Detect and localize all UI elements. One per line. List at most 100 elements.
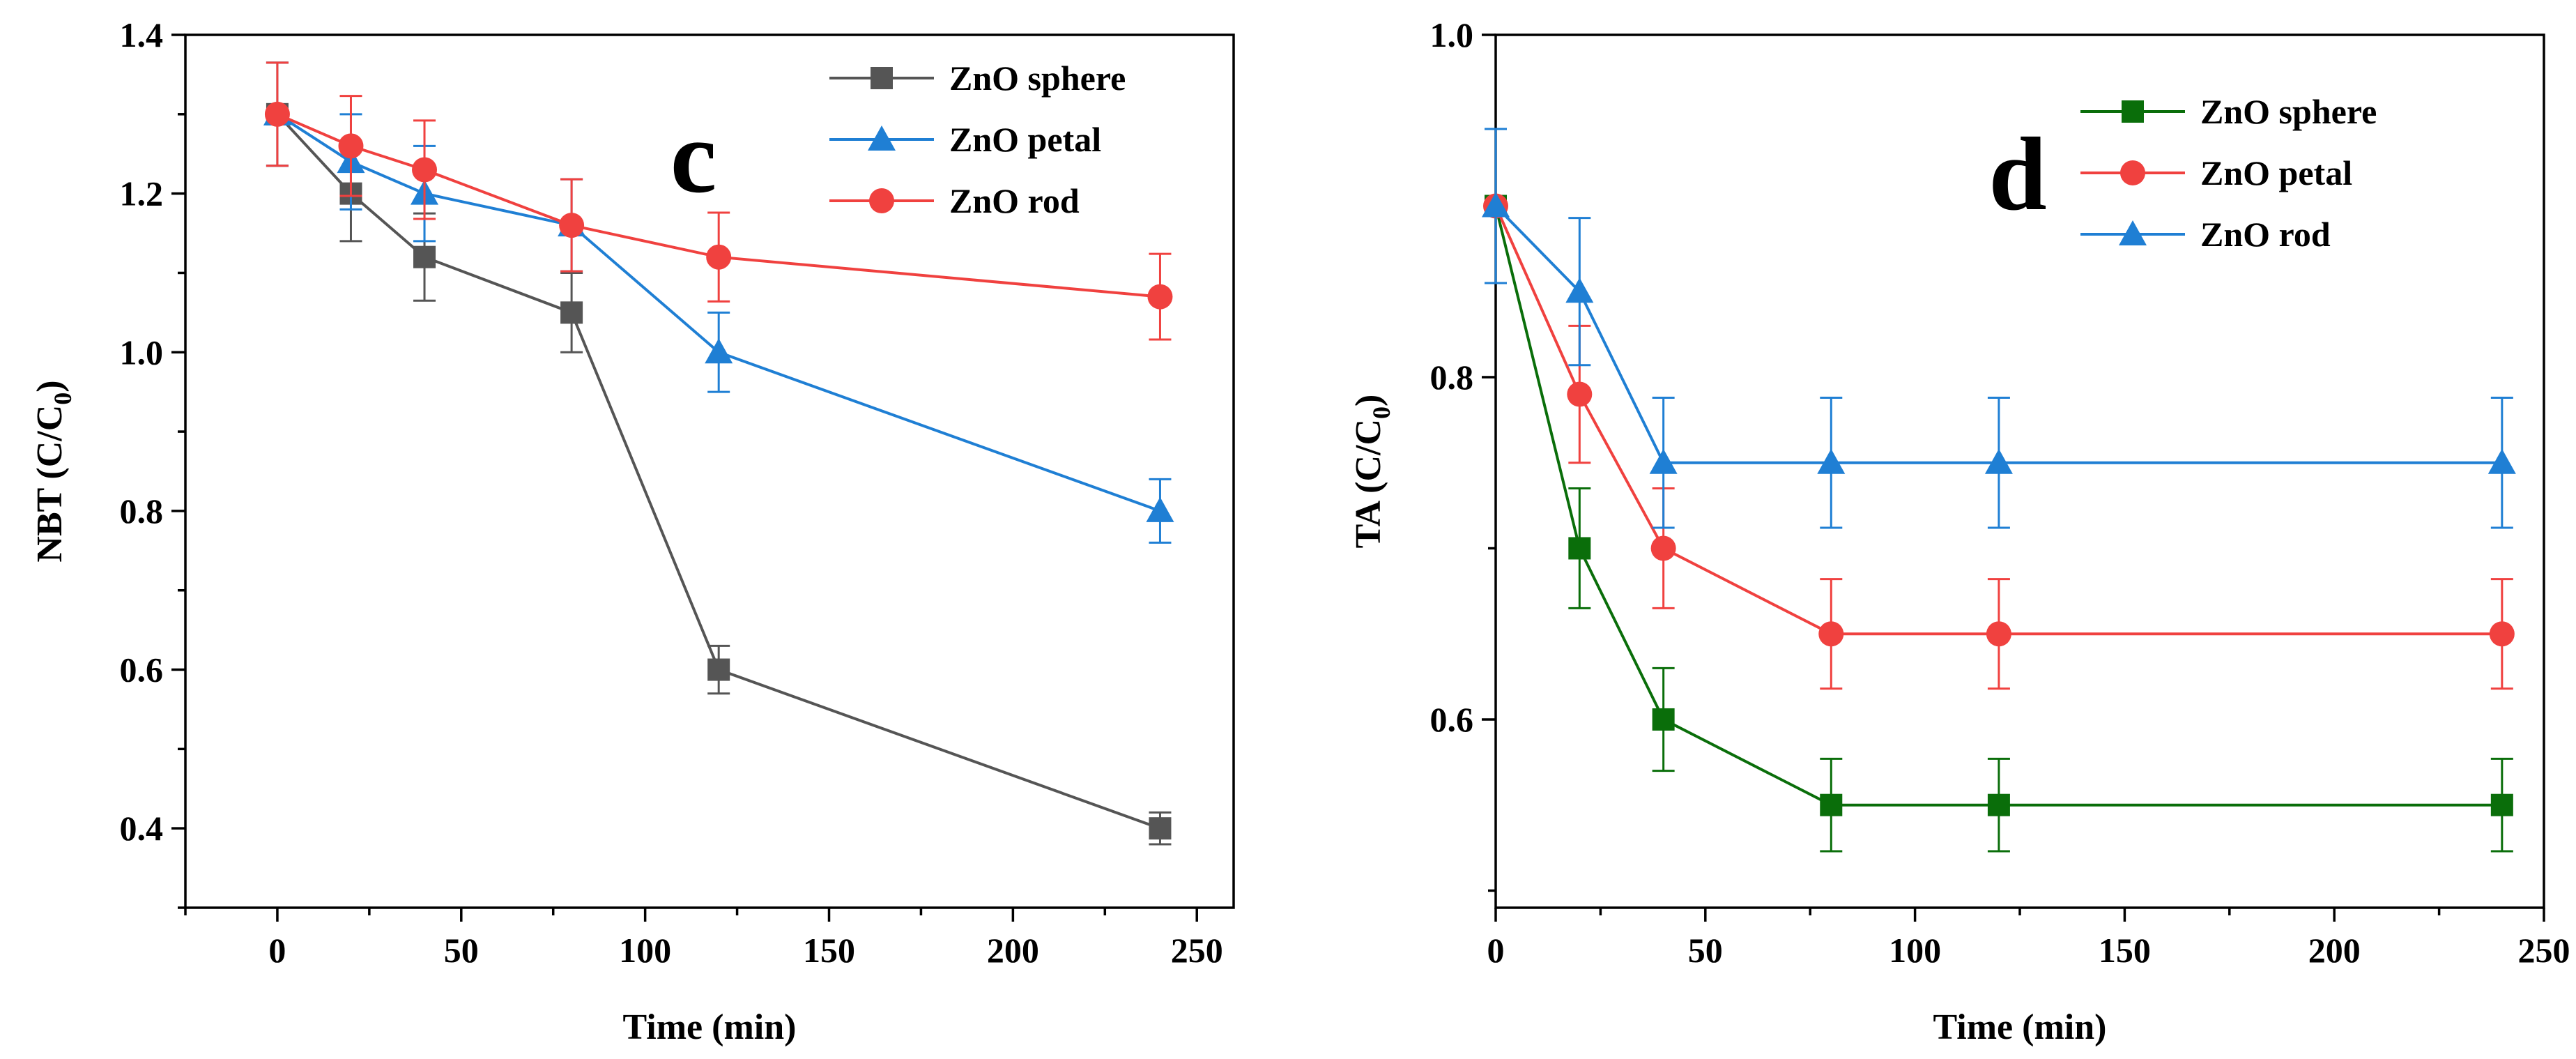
data-point [264,101,290,127]
x-tick-label: 50 [444,931,479,970]
y-tick-label: 1.2 [120,174,164,213]
series-line [276,113,1161,830]
data-point [560,301,583,324]
x-tick-label: 250 [1171,931,1223,970]
y-axis-title-end: ) [30,380,70,392]
y-axis-title-main: NBT (C/C [30,405,70,563]
data-point [1649,448,1678,474]
data-point [705,338,733,364]
chart-panel-c: 0 50 100 150 200 250 0.4 0.6 0.8 1.0 1.2 1.4 c Tim… [30,15,1235,1047]
data-point [1652,708,1675,731]
data-point [2489,621,2515,647]
legend-item: ZnO rod [2080,215,2331,254]
series-zno-sphere [266,61,1172,846]
legend-marker [868,125,896,151]
panel-letter: d [1988,116,2046,232]
x-axis-title: Time (min) [1933,1007,2107,1047]
series-line [1494,205,2502,636]
legend-item: ZnO petal [829,120,1101,159]
y-axis-title-sub: 0 [49,393,77,405]
series-line [277,112,1160,298]
data-point [2490,793,2513,816]
series-layer [263,61,1174,846]
y-tick-label: 0.8 [1430,358,1474,397]
x-tick-label: 100 [1889,931,1941,970]
legend-label: ZnO rod [949,181,1080,220]
legend-item: ZnO rod [829,181,1080,220]
data-point [1149,817,1172,840]
y-tick-labels: 0.6 0.8 1.0 [1430,15,1474,739]
y-tick-labels: 0.4 0.6 0.8 1.0 1.2 1.4 [120,15,164,848]
x-tick-label: 100 [619,931,671,970]
x-tick-label: 150 [2099,931,2151,970]
data-point [1986,621,2011,647]
data-point [706,244,732,270]
x-tick-labels: 0 50 100 150 200 250 [268,931,1222,970]
y-tick-label: 0.6 [1430,700,1474,739]
y-axis-title-main: TA (C/C [1349,419,1388,548]
data-point [1147,284,1173,310]
series-line [1494,206,2502,807]
data-point [1818,621,1844,647]
y-axis-title-sub: 0 [1367,406,1395,419]
data-point [413,245,436,268]
legend-marker [869,188,894,213]
legend-marker [2120,160,2145,185]
y-tick-label: 0.6 [120,650,164,690]
y-axis-title: TA (C/C0) [1349,395,1395,549]
legend-marker [2119,220,2147,245]
data-point [1565,277,1594,303]
x-tick-label: 50 [1688,931,1723,970]
x-tick-label: 200 [987,931,1039,970]
data-point [1650,535,1676,561]
data-point [1482,192,1510,218]
data-point [559,213,585,238]
series-layer [1482,128,2516,853]
legend-item: ZnO sphere [2080,92,2377,131]
y-axis-title-end: ) [1349,395,1388,406]
legend-marker [2122,100,2144,123]
data-point [1987,793,2010,816]
series-zno-rod [264,61,1173,341]
legend-marker [871,67,893,89]
chart-panel-d: 0 50 100 150 200 250 0.6 0.8 1.0 d Time (min) T… [1349,15,2570,1047]
y-tick-label: 1.0 [120,333,164,372]
x-tick-labels: 0 50 100 150 200 250 [1487,931,2570,970]
legend: ZnO sphere ZnO petal ZnO rod [2080,92,2377,254]
x-tick-label: 250 [2518,931,2570,970]
series-line [276,113,1161,512]
y-tick-label: 1.4 [120,15,164,54]
legend-label: ZnO sphere [949,59,1126,98]
data-point [412,157,438,183]
y-axis-title: NBT (C/C0) [30,380,77,562]
data-point [1984,448,2013,474]
data-point [1567,381,1593,407]
data-point [338,133,364,159]
data-point [707,658,730,681]
data-point [1817,448,1846,474]
legend-item: ZnO sphere [829,59,1126,98]
y-tick-label: 0.4 [120,809,164,848]
legend-label: ZnO rod [2200,215,2331,254]
data-point [1568,537,1591,560]
legend-label: ZnO petal [949,120,1101,159]
y-tick-label: 1.0 [1430,15,1474,54]
data-point [1820,793,1843,816]
x-tick-label: 0 [268,931,286,970]
tick-marks [1482,33,2545,922]
legend-label: ZnO sphere [2200,92,2377,131]
x-tick-label: 200 [2308,931,2361,970]
x-axis-title: Time (min) [623,1007,797,1047]
legend: ZnO sphere ZnO petal ZnO rod [829,59,1126,220]
data-point [1146,496,1174,522]
series-line [1494,205,2502,464]
x-tick-label: 150 [803,931,855,970]
data-point [2487,448,2516,474]
y-tick-label: 0.8 [120,492,164,531]
tick-marks [171,33,1198,922]
series-zno-rod [1482,128,2516,529]
x-tick-label: 0 [1487,931,1505,970]
panel-letter: c [670,99,717,215]
plot-frame [184,33,1235,909]
